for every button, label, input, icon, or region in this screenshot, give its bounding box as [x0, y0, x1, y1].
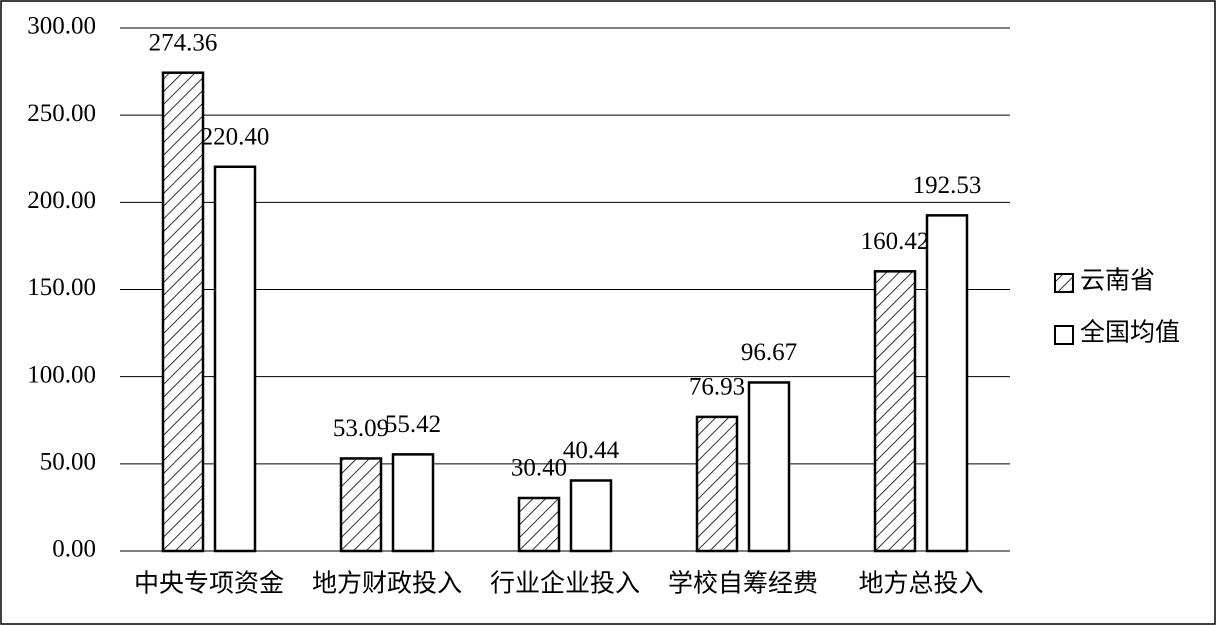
bar: [747, 381, 791, 553]
legend-swatch: [1054, 325, 1074, 345]
bar: [213, 165, 257, 553]
bar: [391, 453, 435, 553]
y-tick-label: 0.00: [52, 536, 96, 563]
value-label: 40.44: [563, 437, 620, 464]
bar: [925, 214, 969, 553]
legend-label: 全国均值: [1080, 319, 1180, 347]
value-label: 30.40: [511, 455, 567, 482]
bar: [569, 479, 613, 553]
x-tick-label: 地方财政投入: [312, 570, 462, 598]
value-label: 53.09: [333, 415, 389, 442]
y-tick-label: 50.00: [40, 449, 96, 476]
legend-label: 云南省: [1080, 267, 1155, 295]
bar: [339, 457, 383, 553]
value-label: 160.42: [861, 228, 930, 255]
value-label: 96.67: [741, 339, 797, 366]
bar: [161, 71, 205, 553]
bar: [873, 270, 917, 553]
x-tick-label: 中央专项资金: [134, 570, 284, 598]
value-label: 55.42: [385, 411, 441, 438]
y-tick-label: 200.00: [27, 187, 96, 214]
bar: [695, 415, 739, 553]
value-label: 220.40: [201, 124, 270, 151]
value-label: 274.36: [149, 29, 218, 56]
x-tick-label: 地方总投入: [858, 570, 983, 598]
x-tick-label: 学校自筹经费: [668, 570, 818, 598]
x-tick-label: 行业企业投入: [490, 570, 640, 598]
y-tick-label: 100.00: [27, 361, 96, 388]
value-label: 76.93: [689, 374, 745, 401]
y-tick-label: 250.00: [27, 100, 96, 127]
value-label: 192.53: [913, 172, 982, 199]
legend-swatch: [1054, 273, 1074, 293]
y-tick-label: 300.00: [27, 13, 96, 40]
y-tick-label: 150.00: [27, 274, 96, 301]
bar: [517, 496, 561, 553]
